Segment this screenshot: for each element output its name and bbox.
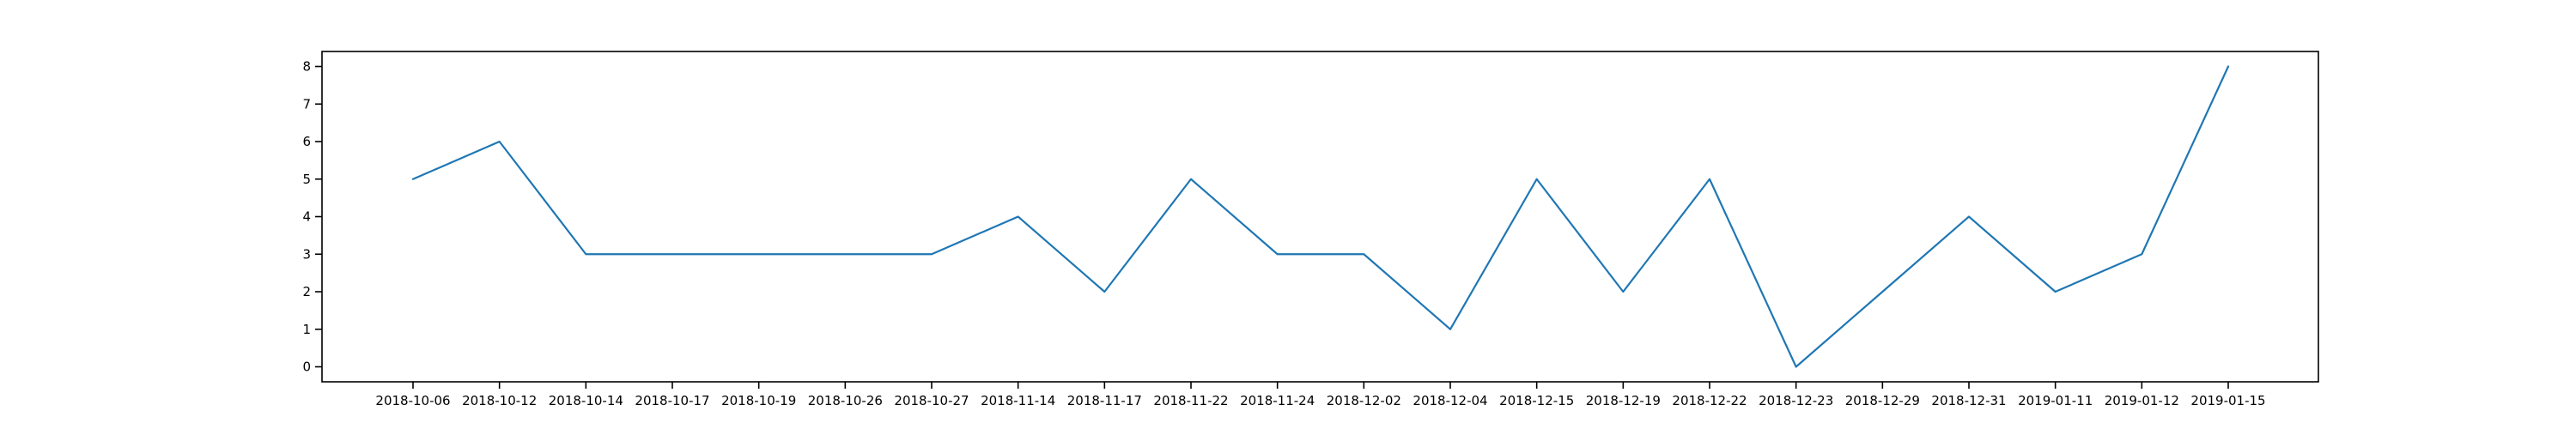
x-tick-label-19: 2018-12-31	[1931, 393, 2006, 408]
y-axis: 0 1 2 3 4 5 6 7 8	[302, 59, 322, 375]
plot-area-frame	[321, 51, 2319, 383]
x-tick-label-3: 2018-10-14	[549, 393, 623, 408]
x-tick-label-6: 2018-10-26	[808, 393, 883, 408]
x-tick-label-5: 2018-10-19	[721, 393, 796, 408]
x-tick-label-20: 2019-01-11	[2018, 393, 2093, 408]
x-axis: 2018-10-06 2018-10-12 2018-10-14 2018-10-17…	[375, 382, 2266, 408]
x-tick-label-8: 2018-11-14	[981, 393, 1055, 408]
y-tick-label-1: 1	[302, 322, 311, 337]
x-tick-label-16: 2018-12-22	[1672, 393, 1747, 408]
x-tick-label-1: 2018-10-06	[375, 393, 450, 408]
y-tick-label-2: 2	[302, 284, 311, 299]
x-tick-label-15: 2018-12-19	[1586, 393, 1661, 408]
series-layer	[411, 65, 2230, 368]
y-tick-label-4: 4	[302, 209, 311, 225]
x-tick-label-7: 2018-10-27	[894, 393, 969, 408]
x-tick-label-2: 2018-10-12	[462, 393, 537, 408]
x-tick-label-17: 2018-12-23	[1759, 393, 1833, 408]
x-tick-label-21: 2019-01-12	[2105, 393, 2179, 408]
y-tick-label-3: 3	[302, 246, 311, 262]
y-tick-label-5: 5	[302, 172, 311, 187]
x-tick-label-4: 2018-10-17	[635, 393, 709, 408]
x-tick-label-14: 2018-12-15	[1499, 393, 1574, 408]
x-tick-label-9: 2018-11-17	[1067, 393, 1142, 408]
y-tick-label-6: 6	[302, 134, 311, 149]
y-tick-label-8: 8	[302, 59, 311, 75]
line-series-1	[411, 65, 2230, 368]
x-tick-label-18: 2018-12-29	[1845, 393, 1920, 408]
x-tick-label-11: 2018-11-24	[1240, 393, 1315, 408]
x-tick-label-13: 2018-12-04	[1413, 393, 1487, 408]
y-tick-label-0: 0	[302, 360, 311, 375]
x-tick-label-10: 2018-11-22	[1153, 393, 1228, 408]
x-tick-label-12: 2018-12-02	[1327, 393, 1401, 408]
x-tick-label-22: 2019-01-15	[2190, 393, 2265, 408]
y-tick-label-7: 7	[302, 96, 311, 112]
